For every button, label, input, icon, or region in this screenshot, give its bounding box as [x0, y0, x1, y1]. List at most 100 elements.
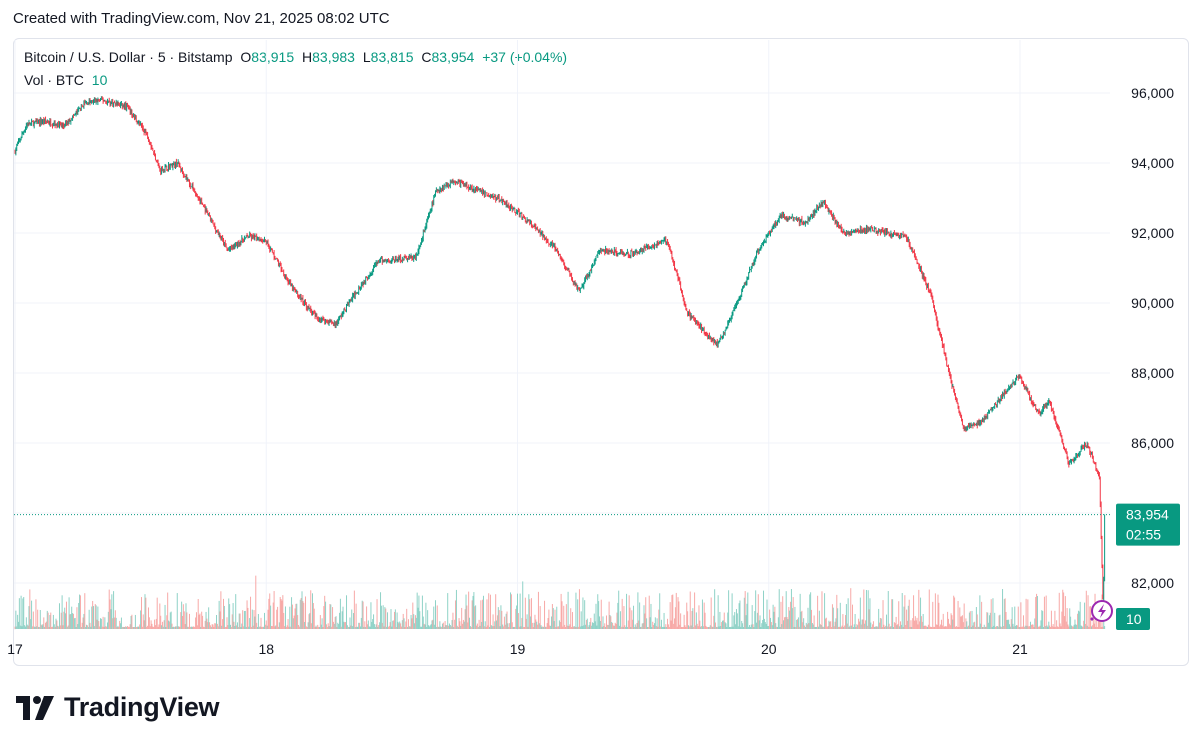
symbol-legend: Bitcoin / U.S. Dollar · 5 · Bitstamp O83…	[24, 49, 567, 65]
volume-bar	[587, 626, 589, 629]
volume-bar	[875, 626, 877, 629]
volume-bar	[833, 626, 835, 629]
volume-bar	[834, 621, 836, 629]
volume-bar	[494, 621, 496, 629]
volume-bar	[359, 626, 361, 629]
volume-bar	[94, 604, 96, 629]
volume-bar	[191, 626, 193, 629]
volume-bar	[612, 622, 614, 629]
volume-bar	[400, 626, 402, 629]
volume-bar	[973, 622, 975, 629]
volume-bar	[531, 622, 533, 629]
volume-bar	[835, 618, 837, 629]
volume-bar	[213, 626, 215, 629]
volume-bar	[813, 615, 815, 629]
volume-bar	[732, 626, 734, 629]
last-price-label: 83,954	[1126, 507, 1169, 523]
volume-bar	[375, 624, 377, 629]
volume-bar	[912, 618, 914, 629]
volume-bar	[291, 604, 293, 629]
volume-bar	[374, 626, 376, 629]
volume-bar	[113, 617, 115, 629]
high-value: 83,983	[312, 49, 355, 65]
volume-bar	[902, 626, 904, 629]
volume-bar	[201, 611, 203, 629]
volume-bar	[841, 625, 843, 629]
volume-bar	[337, 622, 339, 629]
volume-bar	[977, 626, 979, 629]
volume-bar	[387, 612, 389, 629]
volume-bar	[33, 626, 35, 629]
volume-bar	[18, 598, 20, 629]
volume-bar	[72, 613, 74, 629]
volume-bar	[897, 623, 899, 629]
volume-bar	[906, 620, 908, 629]
chart-panel[interactable]	[13, 38, 1189, 666]
volume-bar	[400, 623, 402, 629]
volume-bar	[795, 626, 797, 629]
volume-bar	[961, 616, 963, 629]
volume-bar	[676, 626, 678, 629]
volume-bar	[247, 607, 249, 629]
volume-bar	[945, 626, 947, 629]
symbol-name[interactable]: Bitcoin / U.S. Dollar · 5 · Bitstamp	[24, 49, 233, 65]
volume-bar	[632, 619, 634, 629]
volume-bar	[420, 626, 422, 629]
volume-bar	[106, 622, 108, 629]
volume-bar	[29, 589, 31, 629]
volume-bar	[769, 617, 771, 629]
volume-bar	[234, 626, 236, 629]
volume-bar	[896, 625, 898, 629]
volume-bar	[636, 622, 638, 629]
volume-bar	[292, 618, 294, 629]
volume-bar	[259, 626, 261, 629]
volume-bar	[242, 610, 244, 629]
volume-bar	[373, 614, 375, 629]
volume-bar	[1100, 626, 1102, 629]
volume-bar	[1022, 626, 1024, 629]
volume-bar	[331, 626, 333, 629]
volume-bar	[229, 604, 231, 629]
volume-bar	[807, 607, 809, 629]
volume-bar	[554, 609, 556, 629]
volume-bar	[1053, 626, 1055, 629]
volume-bar	[521, 617, 523, 629]
x-axis[interactable]: 17 18 19 20 21	[7, 641, 1028, 657]
volume-label[interactable]: Vol · BTC	[24, 72, 84, 88]
volume-bar	[790, 589, 792, 629]
volume-bar	[848, 626, 850, 629]
volume-bar	[318, 626, 320, 629]
volume-bar	[545, 626, 547, 629]
volume-bar	[97, 606, 99, 629]
volume-bar	[194, 626, 196, 629]
volume-bar	[357, 626, 359, 629]
y-tick-label: 82,000	[1131, 575, 1174, 591]
volume-bar	[712, 627, 714, 629]
volume-bar	[334, 617, 336, 629]
volume-bar	[131, 614, 133, 629]
tradingview-logo[interactable]: TradingView	[16, 692, 220, 723]
volume-bar	[899, 621, 901, 629]
volume-bar	[487, 625, 489, 629]
flash-icon[interactable]	[1090, 600, 1113, 622]
volume-bar	[473, 592, 475, 629]
volume-bar	[180, 612, 182, 629]
volume-bar	[767, 626, 769, 629]
volume-bar	[293, 615, 295, 629]
volume-bar	[814, 626, 816, 629]
volume-bar	[433, 606, 435, 629]
volume-bar	[496, 620, 498, 629]
volume-bar	[188, 613, 190, 629]
volume-bar	[551, 616, 553, 629]
volume-bar	[277, 626, 279, 629]
volume-bar	[261, 626, 263, 629]
volume-bar	[674, 618, 676, 629]
volume-bar	[101, 626, 103, 629]
volume-bar	[591, 625, 593, 629]
volume-bar	[854, 614, 856, 629]
volume-bar	[496, 615, 498, 629]
volume-bar	[503, 626, 505, 629]
volume-bar	[323, 606, 325, 629]
volume-bar	[386, 626, 388, 629]
